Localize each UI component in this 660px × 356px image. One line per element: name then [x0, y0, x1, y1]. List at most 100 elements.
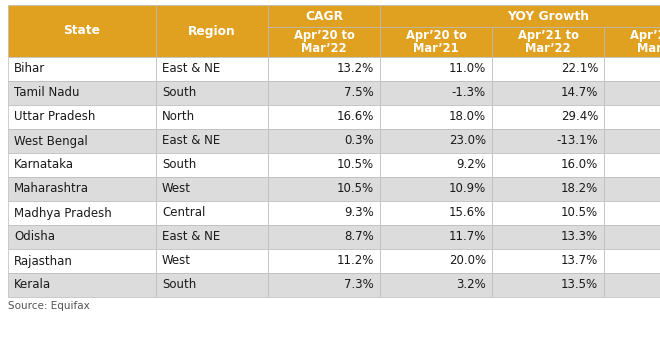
- Text: 16.0%: 16.0%: [561, 158, 598, 172]
- Text: 20.0%: 20.0%: [449, 255, 486, 267]
- Bar: [268, 27, 380, 57]
- Text: -1.3%: -1.3%: [452, 87, 486, 99]
- Bar: [380, 201, 492, 225]
- Bar: [156, 177, 268, 201]
- Text: 8.7%: 8.7%: [345, 230, 374, 244]
- Bar: [268, 225, 380, 249]
- Bar: [492, 177, 604, 201]
- Text: 7.5%: 7.5%: [345, 87, 374, 99]
- Text: 18.0%: 18.0%: [449, 110, 486, 124]
- Bar: [604, 129, 660, 153]
- Text: Central: Central: [162, 206, 205, 220]
- Bar: [8, 105, 156, 129]
- Text: Odisha: Odisha: [14, 230, 55, 244]
- Bar: [8, 249, 156, 273]
- Text: Region: Region: [188, 25, 236, 37]
- Bar: [8, 201, 156, 225]
- Bar: [156, 201, 268, 225]
- Bar: [268, 105, 380, 129]
- Text: Maharashtra: Maharashtra: [14, 183, 89, 195]
- Text: 11.7%: 11.7%: [449, 230, 486, 244]
- Bar: [8, 177, 156, 201]
- Text: Apr’20 to
Mar’22: Apr’20 to Mar’22: [294, 28, 354, 56]
- Bar: [268, 153, 380, 177]
- Bar: [8, 225, 156, 249]
- Text: 18.2%: 18.2%: [561, 183, 598, 195]
- Bar: [8, 153, 156, 177]
- Bar: [604, 273, 660, 297]
- Bar: [268, 249, 380, 273]
- Text: South: South: [162, 278, 196, 292]
- Text: East & NE: East & NE: [162, 230, 220, 244]
- Text: 13.3%: 13.3%: [561, 230, 598, 244]
- Bar: [156, 273, 268, 297]
- Text: 13.2%: 13.2%: [337, 63, 374, 75]
- Bar: [268, 177, 380, 201]
- Text: Bihar: Bihar: [14, 63, 46, 75]
- Text: Kerala: Kerala: [14, 278, 51, 292]
- Text: 10.5%: 10.5%: [337, 183, 374, 195]
- Text: Madhya Pradesh: Madhya Pradesh: [14, 206, 112, 220]
- Text: -13.1%: -13.1%: [556, 135, 598, 147]
- Text: 10.5%: 10.5%: [561, 206, 598, 220]
- Bar: [156, 249, 268, 273]
- Text: 9.3%: 9.3%: [345, 206, 374, 220]
- Bar: [156, 129, 268, 153]
- Bar: [156, 225, 268, 249]
- Text: State: State: [63, 25, 100, 37]
- Text: 7.3%: 7.3%: [345, 278, 374, 292]
- Text: CAGR: CAGR: [305, 10, 343, 22]
- Text: YOY Growth: YOY Growth: [507, 10, 589, 22]
- Text: 9.2%: 9.2%: [456, 158, 486, 172]
- Bar: [492, 105, 604, 129]
- Text: 10.5%: 10.5%: [337, 158, 374, 172]
- Bar: [8, 129, 156, 153]
- Text: East & NE: East & NE: [162, 63, 220, 75]
- Bar: [492, 273, 604, 297]
- Bar: [604, 81, 660, 105]
- Bar: [268, 81, 380, 105]
- Text: Source: Equifax: Source: Equifax: [8, 301, 90, 311]
- Bar: [380, 81, 492, 105]
- Bar: [380, 129, 492, 153]
- Text: Tamil Nadu: Tamil Nadu: [14, 87, 79, 99]
- Bar: [604, 57, 660, 81]
- Text: West: West: [162, 255, 191, 267]
- Text: 0.3%: 0.3%: [345, 135, 374, 147]
- Text: 29.4%: 29.4%: [560, 110, 598, 124]
- Bar: [380, 177, 492, 201]
- Text: Rajasthan: Rajasthan: [14, 255, 73, 267]
- Bar: [604, 249, 660, 273]
- Bar: [380, 27, 492, 57]
- Bar: [156, 153, 268, 177]
- Bar: [268, 5, 380, 27]
- Bar: [492, 201, 604, 225]
- Bar: [604, 177, 660, 201]
- Text: Apr’22 to
Mar’23: Apr’22 to Mar’23: [630, 28, 660, 56]
- Bar: [492, 81, 604, 105]
- Text: 13.7%: 13.7%: [561, 255, 598, 267]
- Bar: [268, 201, 380, 225]
- Bar: [380, 5, 660, 27]
- Text: 23.0%: 23.0%: [449, 135, 486, 147]
- Text: 16.6%: 16.6%: [337, 110, 374, 124]
- Text: West Bengal: West Bengal: [14, 135, 88, 147]
- Text: Apr’21 to
Mar’22: Apr’21 to Mar’22: [517, 28, 579, 56]
- Bar: [380, 57, 492, 81]
- Bar: [8, 57, 156, 81]
- Bar: [8, 273, 156, 297]
- Bar: [268, 57, 380, 81]
- Bar: [604, 105, 660, 129]
- Text: 22.1%: 22.1%: [560, 63, 598, 75]
- Text: 10.9%: 10.9%: [449, 183, 486, 195]
- Text: 13.5%: 13.5%: [561, 278, 598, 292]
- Text: North: North: [162, 110, 195, 124]
- Text: East & NE: East & NE: [162, 135, 220, 147]
- Text: South: South: [162, 87, 196, 99]
- Text: West: West: [162, 183, 191, 195]
- Bar: [380, 225, 492, 249]
- Text: 14.7%: 14.7%: [560, 87, 598, 99]
- Bar: [492, 57, 604, 81]
- Bar: [8, 5, 156, 57]
- Bar: [380, 153, 492, 177]
